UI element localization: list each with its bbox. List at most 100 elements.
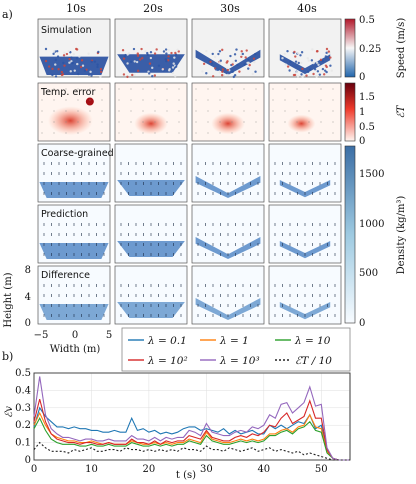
plot-area xyxy=(33,372,351,461)
grid-dot xyxy=(166,132,168,134)
panel-error-0 xyxy=(37,82,111,142)
particle xyxy=(75,48,79,51)
grid-dot xyxy=(41,110,43,112)
density-field xyxy=(117,241,185,257)
particle xyxy=(218,50,222,53)
particle xyxy=(126,62,129,65)
particle xyxy=(312,61,315,65)
particle xyxy=(325,47,329,51)
grid-dot xyxy=(101,132,103,134)
x-tick-label: 0 xyxy=(31,464,37,475)
legend-label: λ = 10 xyxy=(294,335,331,347)
grid-dot xyxy=(53,121,55,123)
grid-dot xyxy=(308,132,310,134)
particle xyxy=(305,74,308,77)
particle xyxy=(99,67,103,71)
grid-dot xyxy=(101,110,103,112)
panel-density-1 xyxy=(114,204,188,264)
row-label-simulation: Simulation xyxy=(41,25,92,36)
grid-dot xyxy=(320,132,322,134)
particle xyxy=(226,73,230,77)
particle xyxy=(83,69,87,72)
grid-dot xyxy=(255,121,257,123)
particle xyxy=(286,65,290,68)
series-line xyxy=(33,398,350,461)
chart-xlabel: t (s) xyxy=(176,470,196,481)
grid-dot xyxy=(166,88,168,90)
particle xyxy=(309,68,312,71)
y-tick-label: 0.3 xyxy=(15,403,31,414)
particle xyxy=(171,71,175,75)
density-field xyxy=(117,180,185,196)
panel-density-0 xyxy=(37,204,111,264)
y-tick-label: 0.2 xyxy=(15,420,31,431)
density-tick-1500: 1500 xyxy=(359,169,384,180)
grid-dot xyxy=(142,110,144,112)
particle xyxy=(239,53,243,57)
grid-dot xyxy=(243,110,245,112)
x-tick-label: 10 xyxy=(85,464,98,475)
grid-dot xyxy=(41,132,43,134)
particle xyxy=(149,56,153,60)
xtick-0: 0 xyxy=(72,330,78,341)
grid-dot xyxy=(332,88,334,90)
grid-dot xyxy=(320,88,322,90)
panel-frame xyxy=(191,18,265,78)
particle xyxy=(174,75,177,78)
grid-dot xyxy=(77,88,79,90)
row-label-prediction: Prediction xyxy=(41,209,88,220)
particle xyxy=(325,65,328,69)
grid-dot xyxy=(130,121,132,123)
grid-dot xyxy=(207,132,209,134)
particle xyxy=(311,48,314,51)
particle xyxy=(226,68,230,72)
grid-dot xyxy=(231,121,233,123)
particle xyxy=(205,49,208,53)
particle xyxy=(216,68,220,72)
particle xyxy=(89,70,92,74)
grid-dot xyxy=(255,132,257,134)
particle xyxy=(233,53,237,56)
particle xyxy=(301,67,304,71)
error-colorbar-label: ℰT xyxy=(396,104,407,118)
particle xyxy=(122,73,126,76)
grid-dot xyxy=(65,99,67,101)
part-a-label: a) xyxy=(2,8,13,21)
particle xyxy=(136,69,140,73)
particle xyxy=(157,64,161,67)
row-label-difference: Difference xyxy=(41,270,90,281)
chart-ylabel: ℰv xyxy=(4,406,15,418)
grid-dot xyxy=(255,99,257,101)
particle xyxy=(51,73,54,77)
panel-particles-0 xyxy=(37,18,111,78)
particle xyxy=(126,53,129,56)
grid-dot xyxy=(77,121,79,123)
particle xyxy=(321,59,324,63)
grid-dot xyxy=(89,121,91,123)
panel-difference-3 xyxy=(268,265,342,325)
error-colorbar xyxy=(344,82,356,142)
particle xyxy=(323,69,327,72)
panel-error-1 xyxy=(114,82,188,142)
grid-dot xyxy=(101,88,103,90)
grid-dot xyxy=(130,110,132,112)
particle xyxy=(87,73,91,76)
speed-tick-mid: 0.25 xyxy=(359,44,381,55)
particle xyxy=(296,75,300,78)
particle xyxy=(141,57,144,60)
particle xyxy=(93,60,97,63)
particle xyxy=(205,72,208,75)
panel-density-2 xyxy=(191,143,265,203)
error-tick-1: 1.5 xyxy=(359,92,375,103)
grid-dot xyxy=(130,99,132,101)
grid-dot xyxy=(308,88,310,90)
error-tick-2: 1 xyxy=(359,107,365,118)
particle xyxy=(96,63,99,66)
grid-dot xyxy=(272,121,274,123)
panel-density-1 xyxy=(114,143,188,203)
particle xyxy=(136,52,139,55)
grid-dot xyxy=(166,110,168,112)
legend-label: λ = 10² xyxy=(147,355,188,367)
particle xyxy=(300,51,304,54)
particle xyxy=(161,68,164,71)
